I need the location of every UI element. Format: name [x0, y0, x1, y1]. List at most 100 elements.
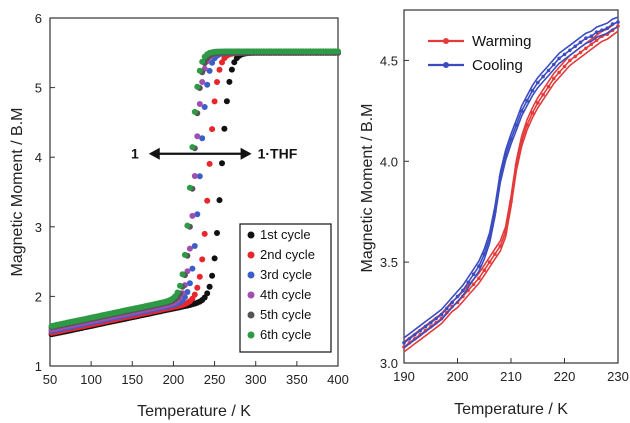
legend-label: 2nd cycle: [260, 247, 315, 262]
left-data-point: [191, 173, 198, 179]
data-point: [605, 26, 610, 31]
data-point: [439, 312, 444, 317]
data-point: [471, 272, 476, 277]
left-data-point: [216, 197, 223, 204]
annotation-right-label: 1·THF: [258, 146, 298, 162]
data-point: [594, 30, 599, 34]
legend-marker-icon: [247, 311, 255, 319]
left-data-point: [201, 230, 208, 237]
data-point: [471, 282, 476, 287]
left-data-point: [196, 67, 203, 74]
left-x-tick-label: 100: [80, 372, 102, 387]
left-x-tick-label: 250: [204, 372, 226, 387]
left-chart: 50 100 150 200 250 300 350 400 1 2 3 4 5 6 Temperatu…: [9, 11, 349, 420]
legend-marker-icon: [247, 291, 255, 299]
data-point: [514, 123, 519, 127]
left-data-point: [206, 283, 213, 290]
legend-marker-icon: [443, 38, 449, 44]
data-point: [509, 199, 513, 204]
data-point: [493, 209, 497, 214]
left-data-point: [179, 271, 186, 278]
right-x-tick-label: 200: [447, 369, 469, 384]
data-point: [557, 70, 561, 75]
left-data-point: [189, 265, 196, 272]
left-x-tick-label: 300: [245, 372, 267, 387]
legend-marker-icon: [443, 62, 449, 68]
data-point: [546, 68, 551, 73]
right-x-tick-label: 190: [393, 369, 415, 384]
legend-label: 5th cycle: [260, 307, 311, 322]
left-data-point: [204, 81, 211, 88]
right-y-tick-label: 3.5: [380, 255, 398, 270]
legend-marker-icon: [247, 271, 255, 279]
left-y-tick-label: 1: [35, 359, 42, 374]
left-data-point: [221, 125, 228, 132]
left-data-point: [191, 108, 198, 115]
data-point: [429, 320, 433, 325]
data-point: [589, 42, 594, 47]
left-data-point: [209, 272, 216, 279]
series-line: [403, 30, 619, 353]
left-data-point: [211, 255, 218, 262]
left-data-point: [196, 173, 203, 180]
right-series-cooling: [402, 16, 620, 349]
right-y-tick-label: 4.0: [380, 154, 398, 169]
data-point: [557, 56, 561, 61]
left-data-point: [199, 256, 206, 263]
left-data-point: [206, 67, 213, 74]
left-data-point: [184, 222, 191, 229]
legend-label: Warming: [472, 33, 531, 50]
right-x-axis-label: Temperature / K: [454, 401, 568, 418]
legend-label: 4th cycle: [260, 287, 311, 302]
left-y-ticks: 1 2 3 4 5 6: [35, 11, 55, 374]
left-x-tick-label: 200: [163, 372, 185, 387]
left-data-point: [209, 59, 216, 66]
data-point: [525, 123, 529, 127]
annotation-left-label: 1: [131, 146, 139, 162]
left-data-point: [186, 245, 193, 252]
series-line: [403, 16, 619, 339]
data-point: [477, 264, 481, 269]
data-point: [412, 333, 417, 337]
data-point: [573, 44, 577, 49]
left-x-ticks: 50 100 150 200 250 300 350 400: [43, 361, 349, 387]
data-point: [530, 111, 535, 115]
left-data-point: [194, 83, 201, 90]
legend-marker-icon: [247, 231, 255, 239]
data-point: [552, 76, 556, 81]
left-x-tick-label: 50: [43, 372, 57, 387]
data-point: [584, 36, 588, 40]
data-point: [402, 341, 406, 345]
data-point: [514, 163, 519, 168]
data-point: [503, 230, 508, 234]
left-x-axis-label: Temperature / K: [137, 403, 251, 420]
left-data-point: [219, 160, 225, 167]
left-data-points: [48, 48, 341, 338]
data-point: [519, 109, 524, 113]
left-data-point: [194, 211, 201, 218]
data-point: [434, 316, 438, 321]
left-data-point: [201, 104, 208, 110]
left-data-point: [206, 160, 213, 167]
data-point: [503, 153, 508, 157]
data-point: [552, 62, 556, 67]
legend-label: 6th cycle: [260, 327, 311, 342]
data-point: [461, 288, 465, 293]
data-point: [589, 34, 594, 38]
left-data-point: [214, 230, 220, 236]
data-point: [477, 276, 481, 281]
data-point: [493, 252, 497, 256]
data-point: [541, 74, 545, 79]
data-point: [568, 48, 572, 53]
legend-label: Cooling: [472, 57, 523, 74]
right-x-tick-label: 220: [554, 369, 576, 384]
left-data-point: [189, 212, 196, 219]
left-data-point: [204, 197, 211, 204]
data-point: [466, 280, 471, 285]
left-legend-box: [239, 223, 332, 353]
data-point: [562, 64, 567, 69]
left-data-point: [199, 135, 206, 142]
left-y-tick-label: 5: [35, 81, 42, 96]
left-y-tick-label: 3: [35, 220, 42, 235]
